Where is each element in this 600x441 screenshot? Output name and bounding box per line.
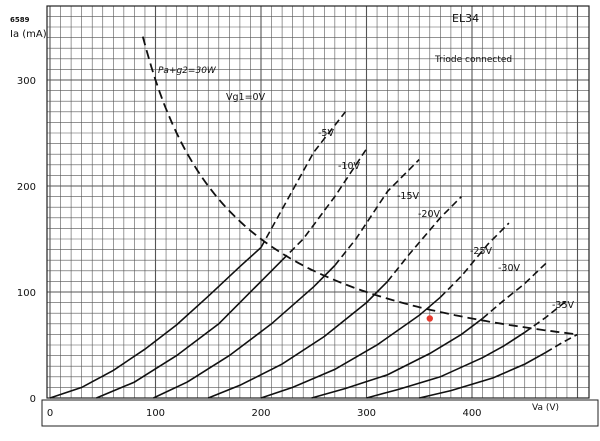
- x-tick-label: 400: [462, 408, 481, 419]
- y-tick-label: 300: [17, 76, 36, 87]
- chart-ref-code: 6589: [10, 16, 30, 24]
- series-label: -10V: [338, 161, 361, 172]
- axes: 0 100 200 300 400 0 100 200 300: [17, 76, 599, 427]
- series-line-solid: [260, 296, 441, 399]
- series-label: -5V: [318, 128, 334, 139]
- series-line-dashed: [524, 299, 568, 333]
- series-line-solid: [153, 264, 336, 399]
- grid: [46, 5, 590, 399]
- series-line-solid: [311, 317, 483, 399]
- chart-subtitle: Triode connected: [434, 55, 512, 65]
- chart-title: EL34: [452, 12, 479, 25]
- dissipation-label: Pa+g2=30W: [158, 66, 217, 76]
- y-axis-label: Ia (mA): [10, 29, 47, 40]
- series-line-dashed: [545, 333, 578, 354]
- x-tick-label: 0: [47, 408, 53, 419]
- y-tick-label: 200: [17, 182, 36, 193]
- series-line-solid: [49, 246, 262, 399]
- x-axis-label: Va (V): [532, 403, 559, 413]
- series-line-dashed: [439, 222, 510, 298]
- operating-point-marker: [426, 315, 433, 322]
- series-line-dashed: [281, 148, 368, 261]
- series-label: Vg1=0V: [226, 92, 266, 103]
- series-line-dashed: [386, 196, 462, 282]
- y-tick-label: 100: [17, 288, 36, 299]
- series-line-dashed: [481, 262, 547, 320]
- plot-frame: [46, 5, 590, 399]
- series-line-solid: [96, 259, 283, 399]
- series-line-dashed: [260, 111, 347, 248]
- series-line-solid: [419, 351, 547, 399]
- curve-labels: Vg1=0V -5V -10V -15V -20V -25V -30V -35V: [226, 92, 575, 311]
- x-tick-label: 100: [146, 408, 165, 419]
- series-line-solid: [366, 331, 526, 399]
- series-label: -20V: [418, 209, 441, 220]
- series-label: -15V: [397, 191, 420, 202]
- series-label: -30V: [498, 263, 521, 274]
- series-line-dashed: [334, 158, 420, 266]
- plot-curves: [49, 36, 578, 399]
- y-tick-label: 0: [30, 394, 36, 405]
- series-label: -25V: [470, 246, 493, 257]
- x-tick-label: 300: [357, 408, 376, 419]
- x-tick-label: 200: [251, 408, 270, 419]
- series-line-solid: [208, 280, 389, 399]
- dissipation-curve: [141, 36, 578, 336]
- series-label: -35V: [552, 300, 575, 311]
